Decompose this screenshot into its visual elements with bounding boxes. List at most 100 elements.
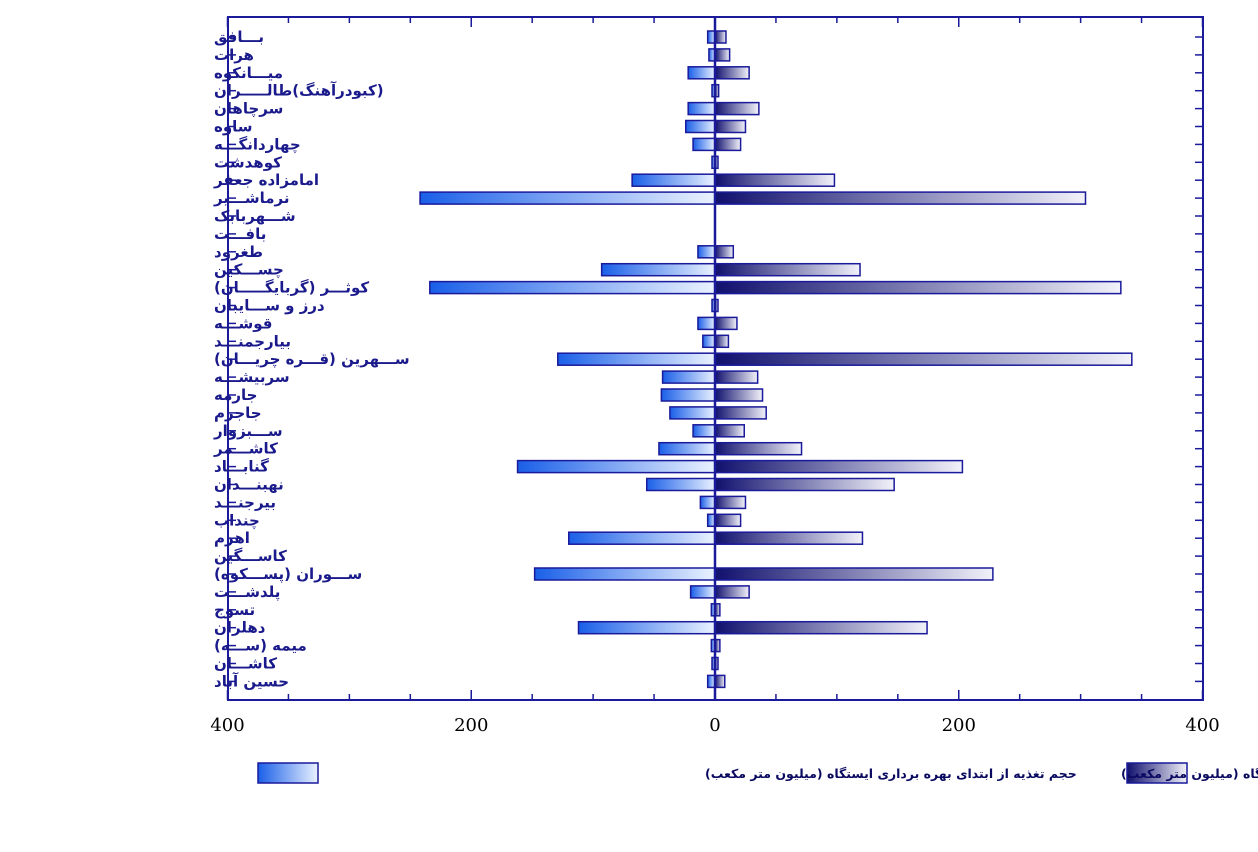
category-label: تسوج [214,601,255,619]
bar-left [419,191,716,205]
bar-right [714,620,928,635]
category-label: چســـکین [214,261,284,280]
category-label: (کبودرآهنگ)طالـــــران [214,82,384,100]
category-label: کوهدشت [214,153,282,171]
bar-right [714,388,764,402]
bar-left [689,585,716,599]
bar-right [714,137,742,152]
legend-swatch-left [257,762,319,784]
bar-right [714,585,750,599]
category-label: دهلران [214,619,266,637]
bar-left [557,352,716,366]
bar-right [714,101,760,116]
category-label: هرات [214,46,254,64]
bar-left [658,441,716,456]
bar-left [646,477,716,492]
bar-right [714,424,745,438]
bar-left [697,316,716,331]
category-label: قوشـــه [214,314,272,332]
category-label: ساوه [214,118,253,136]
right-series-bars [714,30,1133,689]
category-label: ســـوران (پســـکوه) [214,565,362,584]
bar-right [714,30,727,44]
bar-right [714,441,803,456]
legend-swatch-right [1126,762,1188,784]
bar-left [660,388,716,402]
category-label: ســـبزوار [213,422,283,440]
category-label: کاشـــان [214,655,277,673]
category-label: کاســـگین [214,547,287,565]
x-tick-label: 0 [709,715,720,736]
category-label: سربیشـــه [214,368,290,386]
x-tick-label: 200 [942,715,976,736]
category-label: میمه (ســـه) [214,637,307,655]
bar-left [702,334,716,349]
legend: حجم سیل گیری از ابتدای بهره برداری ایستگ… [257,762,1258,784]
legend-label-right: حجم سیل گیری از ابتدای بهره برداری ایستگ… [1121,766,1258,781]
bar-left [661,370,716,384]
category-label: چنداب [214,511,260,530]
category-label: نهبنـــدان [214,476,284,494]
bar-left [429,280,716,295]
bar-right [714,513,742,528]
category-label: ســـهرین (قـــره چریـــان) [214,350,410,369]
bar-right [714,370,759,384]
x-tick-label: 200 [454,715,488,736]
bar-right [714,119,747,134]
bar-right [714,262,861,277]
bar-right [714,245,735,259]
category-label: جارمه [214,386,257,404]
category-label: کوثـــر (گربایگـــــان) [214,279,369,297]
bar-right [714,48,731,62]
category-label: بـــافق [214,28,264,46]
category-label: درز و ســـایبان [214,297,325,315]
bar-right [714,191,1087,205]
category-label: بافـــت [214,225,266,243]
bar-right [714,316,738,331]
axis-ticks [226,17,1204,700]
bar-right [714,66,750,80]
category-label: بیارجمنـــد [214,332,291,350]
bar-right [714,567,994,581]
x-tick-labels: 400 200 0 200 400 [210,715,1219,736]
bar-left [692,137,716,152]
bar-left [669,406,716,420]
bar-right [714,459,964,474]
legend-label-left: حجم تغذیه از ابتدای بهره برداری ایستگاه … [705,766,1077,781]
bar-right [714,334,730,349]
bar-left [533,567,716,581]
bar-left [631,173,716,187]
category-label: اهرم [214,529,250,547]
bar-right [714,352,1133,366]
category-label: کاشـــمر [213,440,278,458]
bar-left [692,424,716,438]
category-label: نرماشـــیر [213,189,289,207]
category-label: گنابـــاد [214,458,269,476]
bar-right [714,477,895,492]
bar-left [685,119,716,134]
x-tick-label: 400 [1185,715,1219,736]
bar-right [714,173,836,187]
category-label: حسین آباد [214,672,289,690]
bar-right [714,674,726,689]
category-label: امامزاده جعفر [213,171,319,189]
bar-left [687,101,716,116]
category-labels: بـــافقهراتمیـــانکوه(کبودرآهنگ)طالـــــ… [213,28,410,690]
category-label: پلدشـــت [214,583,280,602]
category-label: میـــانکوه [214,64,283,82]
bar-right [714,495,747,510]
category-label: جاجرم [214,404,262,422]
category-label: بیرجنـــد [214,493,276,511]
bar-right [714,280,1122,295]
x-tick-label: 400 [210,715,244,736]
left-series-bars [419,30,716,689]
bar-left [577,620,716,635]
bar-left [600,262,716,277]
bar-left [697,245,716,259]
category-label: چهاردانگـــه [214,135,301,154]
bar-left [687,66,716,80]
bar-left [699,495,716,510]
bar-right [714,406,767,420]
category-label: شـــهربابک [214,207,296,225]
